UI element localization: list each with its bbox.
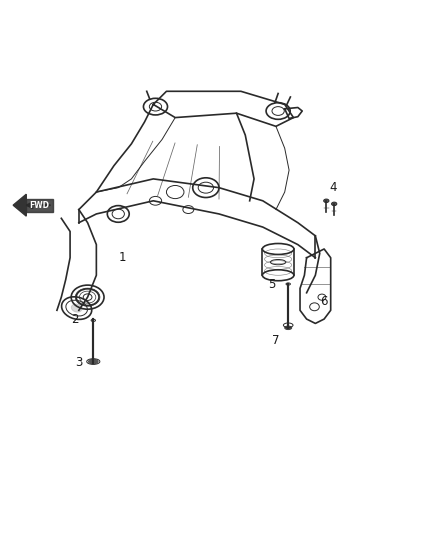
Ellipse shape xyxy=(332,202,337,206)
Text: FWD: FWD xyxy=(29,201,49,209)
Text: 5: 5 xyxy=(268,278,275,290)
Text: 4: 4 xyxy=(329,181,337,194)
Text: 1: 1 xyxy=(119,251,127,264)
Ellipse shape xyxy=(285,326,292,329)
Ellipse shape xyxy=(324,199,329,203)
Ellipse shape xyxy=(88,359,98,364)
Text: 2: 2 xyxy=(71,312,78,326)
Text: 3: 3 xyxy=(75,357,82,369)
Text: 6: 6 xyxy=(320,295,328,308)
Ellipse shape xyxy=(71,304,82,312)
Polygon shape xyxy=(26,199,53,212)
Text: 7: 7 xyxy=(272,335,280,348)
Polygon shape xyxy=(13,194,26,216)
